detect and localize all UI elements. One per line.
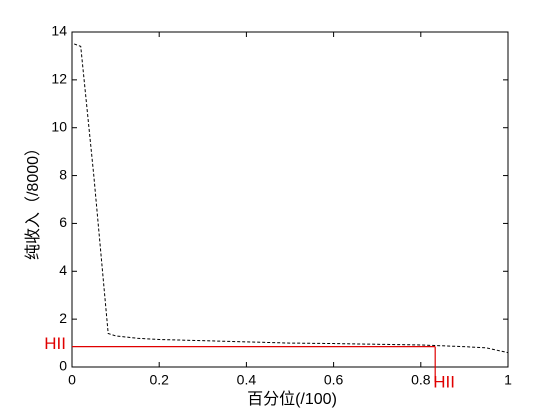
x-tick-label: 0.8: [411, 372, 431, 388]
plot-frame: [71, 31, 509, 368]
x-tick-label: 0.2: [149, 372, 169, 388]
y-tick-label: 12: [51, 71, 67, 87]
x-tick-label: 0: [68, 372, 76, 388]
reference-label: HII: [44, 334, 66, 353]
x-tick-label: 0.6: [324, 372, 344, 388]
y-tick-label: 10: [51, 118, 67, 134]
y-tick-label: 6: [59, 214, 67, 230]
y-tick-label: 14: [51, 23, 67, 39]
x-tick-label: 1: [504, 372, 512, 388]
y-tick-label: 8: [59, 166, 67, 182]
x-axis-label: 百分位(/100): [247, 390, 337, 408]
line-series: [74, 43, 509, 354]
y-tick-label: 4: [59, 262, 67, 278]
reference-label: HII: [433, 372, 455, 391]
y-tick-label: 0: [59, 358, 67, 374]
x-tick-label: 0.4: [237, 372, 257, 388]
y-axis-label: 纯收入（/8000）: [24, 140, 42, 260]
y-tick-label: 2: [59, 310, 67, 326]
